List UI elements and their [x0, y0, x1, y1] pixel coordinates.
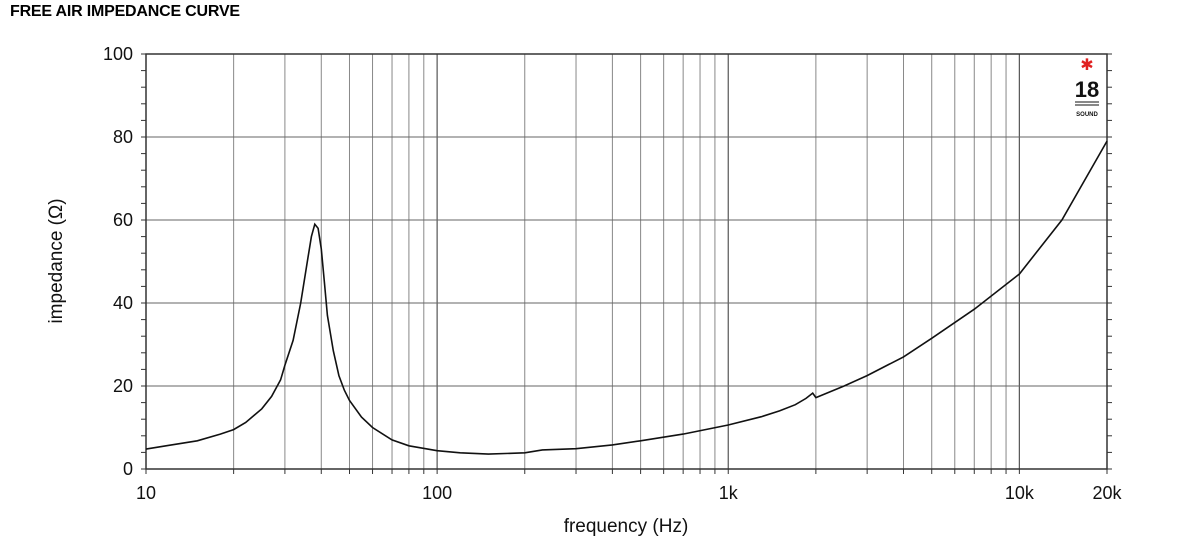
y-tick-label: 20	[113, 376, 133, 396]
x-tick-label: 20k	[1092, 483, 1122, 503]
brand-logo: ✱ 18 SOUND	[1075, 55, 1099, 118]
y-tick-label: 80	[113, 127, 133, 147]
y-tick-label: 0	[123, 459, 133, 479]
logo-word: SOUND	[1076, 112, 1098, 118]
y-tick-labels: 0 20 40 60 80 100	[103, 44, 133, 479]
grid-lines	[146, 54, 1107, 469]
y-tick-label: 60	[113, 210, 133, 230]
logo-star-icon: ✱	[1080, 55, 1093, 74]
chart-title: FREE AIR IMPEDANCE CURVE	[10, 3, 240, 20]
y-tick-label: 40	[113, 293, 133, 313]
x-tick-label: 100	[422, 483, 452, 503]
x-tick-labels: 10 100 1k 10k 20k	[136, 483, 1123, 503]
x-tick-label: 1k	[719, 483, 739, 503]
logo-number: 18	[1075, 77, 1099, 102]
y-tick-label: 100	[103, 44, 133, 64]
plot-frame	[145, 53, 1108, 470]
axis-minor-ticks	[141, 53, 1112, 474]
impedance-series-line	[145, 140, 1108, 455]
x-tick-label: 10k	[1005, 483, 1035, 503]
y-axis-label: impedance (Ω)	[46, 198, 67, 323]
x-axis-label: frequency (Hz)	[564, 516, 689, 537]
x-tick-label: 10	[136, 483, 156, 503]
